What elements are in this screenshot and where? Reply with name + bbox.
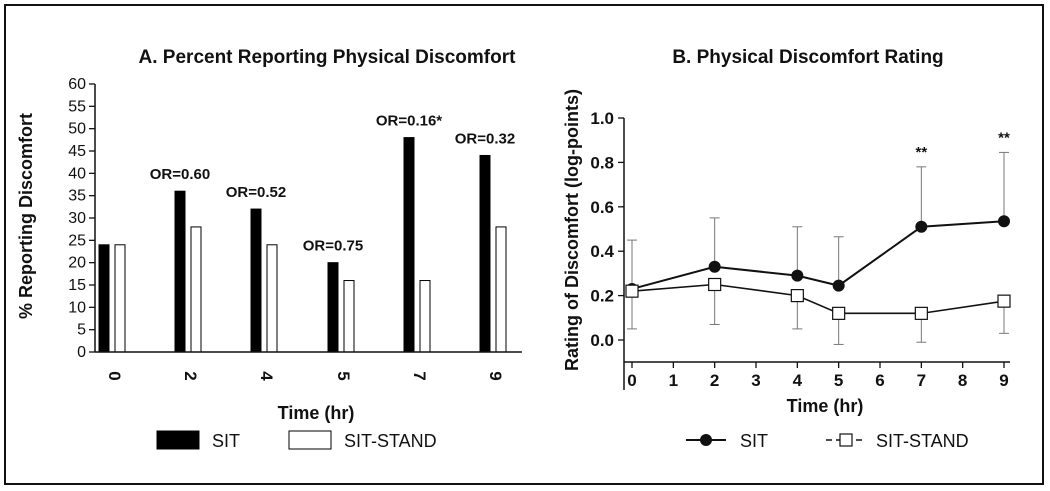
bar-sit-stand-2 [190,226,202,353]
bar-sit-stand-9 [495,226,507,353]
chart-a-x-tick-label: 0 [105,371,124,380]
odds-ratio-label: OR=0.16* [376,113,442,130]
odds-ratio-label: OR=0.60 [150,166,210,183]
chart-a-x-label: Time (hr) [278,403,355,423]
chart-a-y-tick-label: 55 [68,98,86,115]
bar-sit-stand-5 [343,280,355,353]
chart-a-y-label: % Reporting Discomfort [16,113,36,319]
odds-ratio-label: OR=0.32 [455,130,515,147]
bar-sit-7 [403,137,415,353]
legend-swatch-sit [156,430,200,450]
figure-frame [4,4,1044,485]
legend-label-sit-stand: SIT-STAND [344,431,437,451]
odds-ratio-label: OR=0.52 [226,184,286,201]
chart-a-y-tick-label: 20 [68,255,86,272]
bar-sit-2 [174,190,186,353]
legend-label-sit: SIT [212,431,240,451]
chart-a-title: A. Percent Reporting Physical Discomfort [139,47,517,68]
chart-a-y-tick-label: 60 [68,76,86,93]
bar-sit-stand-7 [419,280,431,353]
bar-sit-0 [98,244,110,353]
chart-a-x-tick-label: 2 [181,371,200,380]
chart-a-x-tick-label: 5 [334,371,353,380]
chart-a-y-tick-label: 15 [68,277,86,294]
chart-a-y-tick-label: 0 [77,344,86,361]
chart-a-y-tick-label: 30 [68,210,86,227]
bar-sit-stand-4 [266,244,278,353]
bar-sit-stand-0 [114,244,126,353]
legend-swatch-sit-stand [288,430,332,450]
chart-a-y-tick-label: 35 [68,188,86,205]
chart-a-x-tick-label: 7 [410,371,429,380]
chart-a-y-tick-label: 40 [68,165,86,182]
chart-a-y-tick-label: 5 [77,322,86,339]
chart-a-legend: SIT SIT-STAND [156,430,437,451]
bar-sit-4 [250,208,262,353]
odds-ratio-label: OR=0.75 [303,238,363,255]
bar-sit-5 [327,262,339,353]
chart-a: A. Percent Reporting Physical Discomfort… [16,47,522,451]
bar-sit-9 [479,154,491,353]
chart-a-y-tick-label: 45 [68,143,86,160]
chart-a-y-tick-label: 25 [68,232,86,249]
chart-a-y-tick-label: 10 [68,299,86,316]
chart-a-y-tick-label: 50 [68,121,86,138]
chart-a-x-tick-label: 4 [257,371,276,381]
chart-a-x-tick-label: 9 [486,371,505,380]
